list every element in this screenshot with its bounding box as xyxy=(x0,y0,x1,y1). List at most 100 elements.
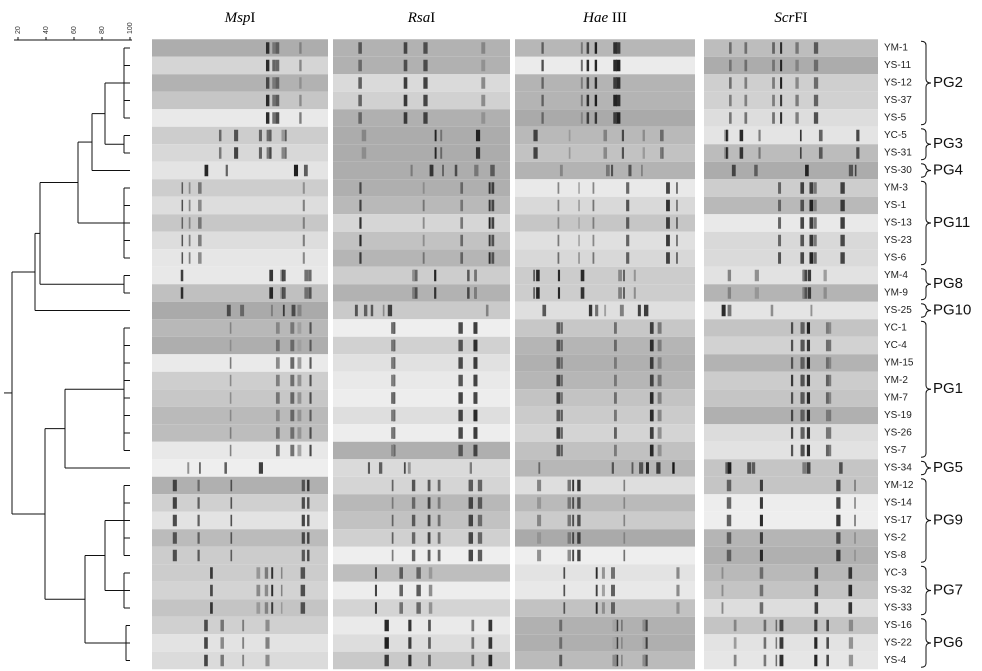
band xyxy=(359,182,361,194)
band xyxy=(848,567,852,579)
band xyxy=(856,130,859,142)
band xyxy=(744,112,747,124)
band xyxy=(230,340,232,352)
band xyxy=(541,60,543,72)
group-bracket xyxy=(921,269,931,300)
sample-label: YC-5 xyxy=(884,130,907,141)
scale-tick-label: 40 xyxy=(43,26,50,34)
lane xyxy=(333,529,510,547)
band xyxy=(460,252,463,264)
band xyxy=(271,305,273,317)
band xyxy=(230,480,232,492)
band xyxy=(626,200,629,212)
band xyxy=(676,182,678,194)
lane xyxy=(152,617,328,635)
band xyxy=(829,445,831,457)
band xyxy=(475,287,477,299)
band xyxy=(849,165,853,177)
band xyxy=(760,567,764,579)
band xyxy=(230,550,232,562)
lane xyxy=(152,477,328,495)
lane xyxy=(515,459,695,477)
band xyxy=(204,637,208,649)
band xyxy=(801,410,804,422)
band xyxy=(220,655,223,667)
band xyxy=(800,200,804,212)
lane xyxy=(333,354,510,372)
band xyxy=(429,585,432,597)
band xyxy=(302,480,305,492)
band xyxy=(297,410,301,422)
band xyxy=(489,235,491,247)
lane xyxy=(515,372,695,390)
lane xyxy=(152,372,328,390)
band xyxy=(391,392,395,404)
lane xyxy=(152,424,328,442)
band xyxy=(285,130,287,142)
band xyxy=(290,427,294,439)
sample-label: YC-3 xyxy=(884,568,907,579)
band xyxy=(676,602,679,614)
band xyxy=(182,235,184,247)
band xyxy=(772,60,775,72)
band xyxy=(826,620,829,632)
band xyxy=(423,235,425,247)
band xyxy=(791,427,793,439)
band xyxy=(848,602,852,614)
band xyxy=(541,77,543,89)
band xyxy=(578,182,580,194)
band xyxy=(795,60,798,72)
band xyxy=(281,602,283,614)
band xyxy=(297,322,301,334)
band xyxy=(491,217,494,229)
band xyxy=(561,340,563,352)
band xyxy=(269,270,273,282)
lane xyxy=(333,319,510,337)
band xyxy=(272,60,275,72)
band xyxy=(199,462,201,474)
band xyxy=(489,182,491,194)
band xyxy=(639,462,643,474)
band xyxy=(593,235,595,247)
band xyxy=(473,340,477,352)
band xyxy=(269,287,273,299)
band xyxy=(173,497,177,509)
band xyxy=(265,637,269,649)
band xyxy=(614,322,617,334)
band xyxy=(603,130,607,142)
lane xyxy=(515,582,695,600)
band xyxy=(460,182,463,194)
band xyxy=(729,42,732,54)
gel-panels xyxy=(152,39,878,669)
band xyxy=(392,532,394,544)
band xyxy=(478,532,482,544)
lane xyxy=(152,634,328,652)
band xyxy=(556,357,560,369)
band xyxy=(764,637,767,649)
band xyxy=(558,270,560,282)
band xyxy=(623,550,625,562)
lane xyxy=(152,547,328,565)
band xyxy=(614,375,617,387)
band xyxy=(560,165,563,177)
band xyxy=(368,462,370,474)
band xyxy=(429,567,432,579)
band xyxy=(297,427,301,439)
band xyxy=(829,357,831,369)
band xyxy=(587,77,590,89)
band xyxy=(276,357,280,369)
band xyxy=(275,77,279,89)
lane xyxy=(333,302,510,320)
band xyxy=(772,77,775,89)
sample-label: YS-7 xyxy=(884,445,907,456)
band xyxy=(429,602,432,614)
band xyxy=(780,112,782,124)
sample-label: YS-14 xyxy=(884,498,912,509)
band xyxy=(541,112,543,124)
band xyxy=(558,182,560,194)
band xyxy=(726,147,728,159)
lane xyxy=(515,634,695,652)
band xyxy=(392,515,394,527)
band xyxy=(358,60,362,72)
band xyxy=(423,42,427,54)
